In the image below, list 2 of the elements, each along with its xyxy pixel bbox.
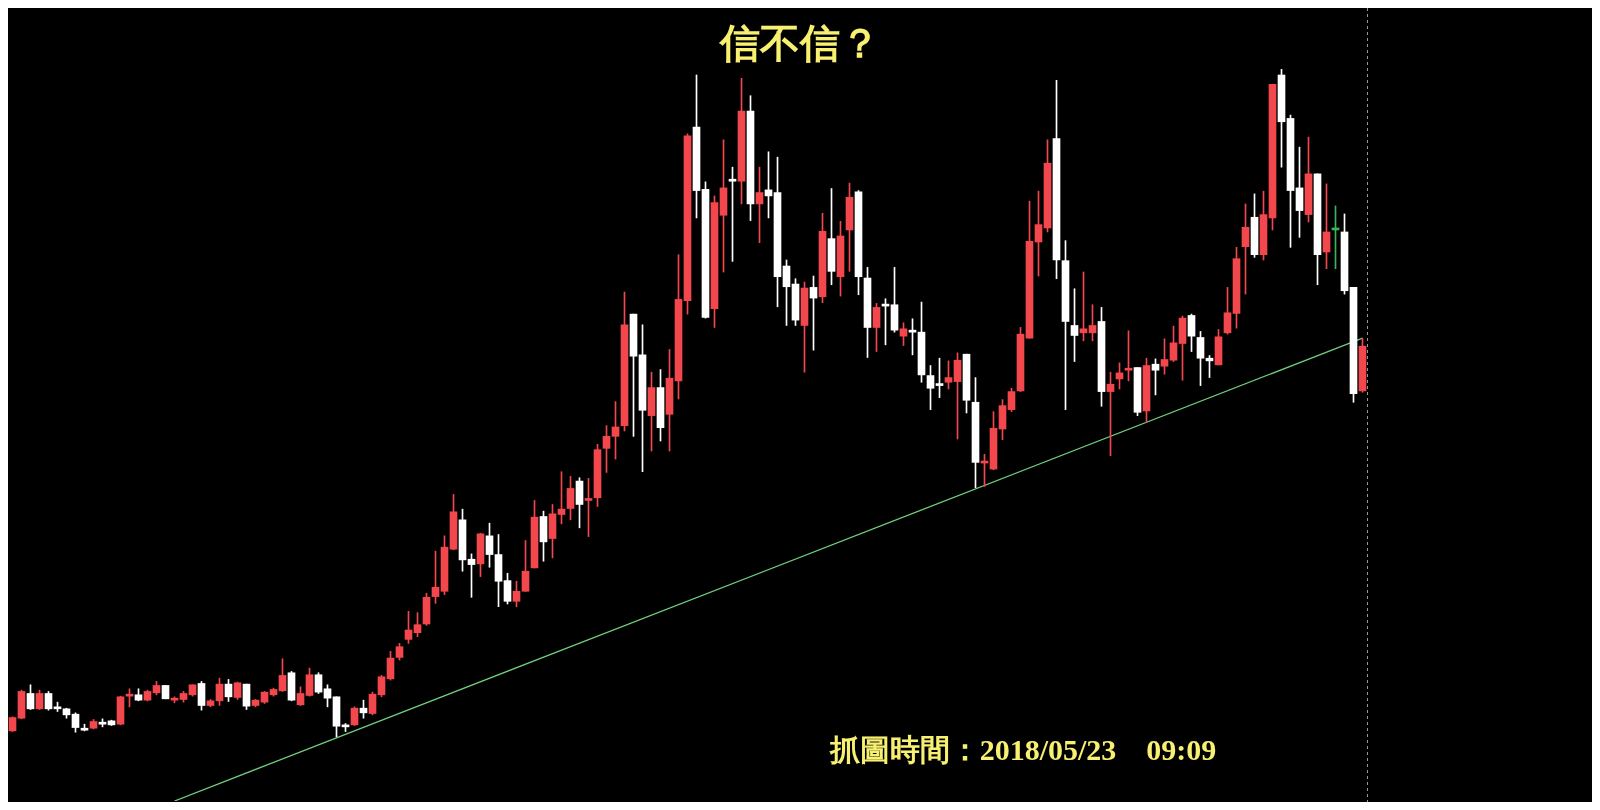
chart-title: 信不信？ <box>718 18 881 68</box>
annotation: 抓圖時間：2018/05/23 09:09 <box>828 732 1218 768</box>
